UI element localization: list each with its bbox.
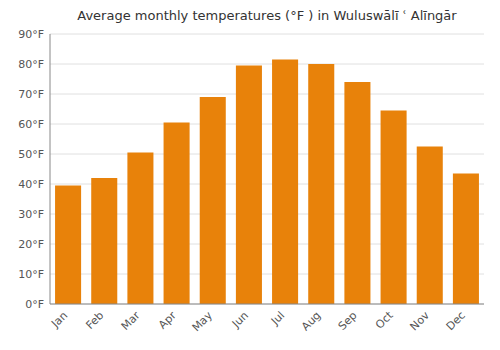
bar [417, 147, 443, 305]
bar [200, 97, 226, 304]
y-tick-label: 50°F [18, 148, 44, 161]
bar [127, 153, 153, 305]
y-tick-label: 30°F [18, 208, 44, 221]
bar [453, 174, 479, 305]
x-tick-label: Jan [48, 309, 70, 331]
x-tick-label: Feb [83, 309, 106, 332]
y-tick-label: 70°F [18, 88, 44, 101]
grid-line [50, 94, 484, 95]
bar [381, 111, 407, 305]
y-tick-label: 20°F [18, 238, 44, 251]
bar [164, 123, 190, 305]
chart: Average monthly temperatures (°F ) in Wu… [0, 0, 500, 350]
y-tick-label: 0°F [25, 298, 44, 311]
grid-line [50, 124, 484, 125]
x-tick-label: Dec [444, 309, 468, 333]
x-tick-label: Nov [407, 309, 432, 334]
bar [91, 178, 117, 304]
y-tick-label: 80°F [18, 58, 44, 71]
x-tick-label: Jun [229, 309, 251, 331]
x-tick-label: Aug [299, 309, 323, 333]
x-tick-label: Sep [336, 309, 360, 333]
bar [272, 60, 298, 305]
grid-line [50, 64, 484, 65]
x-tick-label: Mar [119, 309, 143, 333]
x-tick-label: Oct [373, 308, 396, 331]
bar [55, 186, 81, 305]
y-tick-label: 90°F [18, 28, 44, 41]
grid-line [50, 304, 484, 305]
title: Average monthly temperatures (°F ) in Wu… [77, 8, 457, 23]
bar [344, 82, 370, 304]
bars [55, 60, 479, 305]
bar [308, 64, 334, 304]
y-axis [50, 34, 51, 304]
y-tick-label: 10°F [18, 268, 44, 281]
x-tick-label: Apr [156, 309, 179, 332]
y-tick-label: 60°F [18, 118, 44, 131]
x-tick-label: Jul [268, 309, 287, 328]
grid-line [50, 34, 484, 35]
x-tick-label: May [190, 309, 216, 335]
x-axis [50, 304, 484, 305]
y-tick-label: 40°F [18, 178, 44, 191]
bar [236, 66, 262, 305]
grid [50, 34, 484, 304]
